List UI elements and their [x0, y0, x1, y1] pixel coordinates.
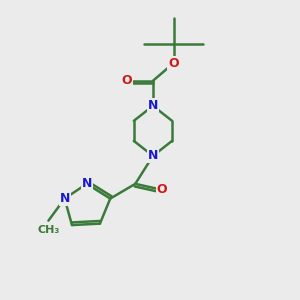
- Text: O: O: [157, 183, 167, 196]
- Text: O: O: [121, 74, 132, 87]
- Text: O: O: [168, 57, 179, 70]
- Text: N: N: [82, 177, 92, 190]
- Text: CH₃: CH₃: [37, 225, 59, 235]
- Text: N: N: [59, 192, 70, 205]
- Text: N: N: [148, 149, 158, 162]
- Text: N: N: [148, 99, 158, 112]
